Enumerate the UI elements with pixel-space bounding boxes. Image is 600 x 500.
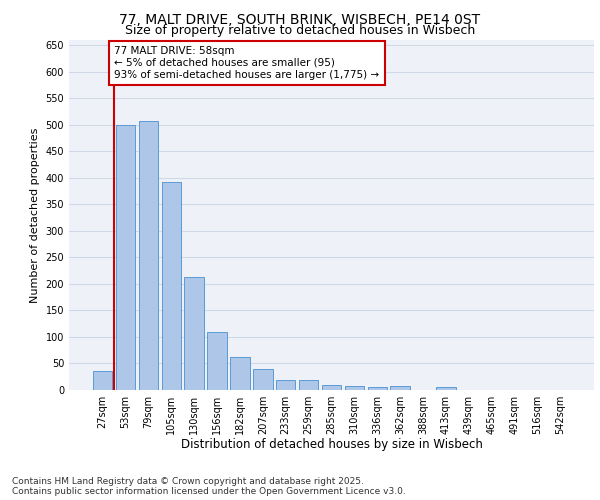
Bar xyxy=(161,182,181,390)
Bar xyxy=(344,386,364,390)
Bar xyxy=(391,386,410,390)
Bar xyxy=(253,369,272,390)
Text: Size of property relative to detached houses in Wisbech: Size of property relative to detached ho… xyxy=(125,24,475,37)
Y-axis label: Number of detached properties: Number of detached properties xyxy=(30,128,40,302)
Text: 77 MALT DRIVE: 58sqm
← 5% of detached houses are smaller (95)
93% of semi-detach: 77 MALT DRIVE: 58sqm ← 5% of detached ho… xyxy=(115,46,380,80)
Bar xyxy=(299,380,319,390)
Bar xyxy=(116,125,135,390)
Bar xyxy=(208,332,227,390)
X-axis label: Distribution of detached houses by size in Wisbech: Distribution of detached houses by size … xyxy=(181,438,482,452)
Bar xyxy=(93,372,112,390)
Bar xyxy=(276,380,295,390)
Bar xyxy=(436,388,455,390)
Bar xyxy=(184,277,204,390)
Text: 77, MALT DRIVE, SOUTH BRINK, WISBECH, PE14 0ST: 77, MALT DRIVE, SOUTH BRINK, WISBECH, PE… xyxy=(119,12,481,26)
Text: Contains HM Land Registry data © Crown copyright and database right 2025.
Contai: Contains HM Land Registry data © Crown c… xyxy=(12,476,406,496)
Bar xyxy=(368,388,387,390)
Bar xyxy=(230,356,250,390)
Bar xyxy=(322,384,341,390)
Bar xyxy=(139,121,158,390)
